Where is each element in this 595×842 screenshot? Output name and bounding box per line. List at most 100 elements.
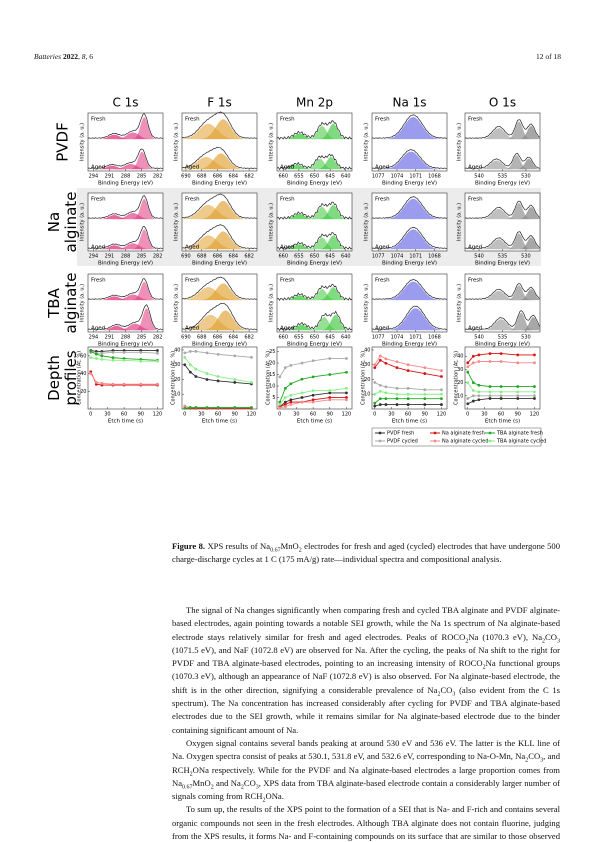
aged-label: Aged bbox=[375, 326, 389, 332]
y-axis-label: Intensity (a. u.) bbox=[364, 123, 370, 161]
spectrum-component bbox=[182, 200, 257, 220]
data-point bbox=[289, 363, 293, 367]
data-point bbox=[94, 352, 98, 356]
x-tick-label: 60 bbox=[310, 412, 316, 418]
data-point bbox=[111, 358, 115, 362]
x-tick-label: 0 bbox=[278, 412, 281, 418]
spectrum-component bbox=[277, 125, 352, 140]
x-axis-label: Etch time (s) bbox=[485, 419, 520, 425]
spectrum-component bbox=[372, 198, 447, 220]
x-axis-label: Binding Energy (eV) bbox=[98, 181, 153, 187]
x-tick-label: 535 bbox=[498, 174, 508, 180]
spectrum-envelope bbox=[464, 200, 541, 219]
aged-label: Aged bbox=[375, 245, 389, 251]
spectrum-component bbox=[465, 290, 540, 301]
data-point bbox=[477, 353, 481, 357]
fresh-label: Fresh bbox=[468, 197, 483, 203]
x-tick-label: 120 bbox=[153, 412, 163, 418]
spectrum-envelope bbox=[371, 196, 448, 219]
spectrum-component bbox=[182, 119, 257, 140]
x-tick-label: 60 bbox=[121, 412, 127, 418]
data-point bbox=[205, 406, 209, 409]
y-axis-label: Intensity (a. u.) bbox=[80, 203, 86, 241]
data-point bbox=[250, 381, 253, 384]
spectrum-component bbox=[88, 243, 163, 250]
x-tick-label: 684 bbox=[229, 335, 239, 341]
y-tick-label: 40 bbox=[457, 354, 463, 360]
spectrum-component bbox=[277, 237, 352, 250]
spectrum-envelope bbox=[181, 111, 258, 139]
spectrum-envelope bbox=[87, 148, 164, 169]
data-point bbox=[440, 375, 443, 378]
text-run: electrodes for fresh and aged (cycled) e… bbox=[172, 541, 560, 564]
x-tick-label: 291 bbox=[105, 254, 115, 260]
spectrum-component bbox=[465, 206, 540, 220]
x-axis-label: Binding Energy (eV) bbox=[287, 181, 342, 187]
data-point bbox=[488, 390, 492, 394]
subscript: 2 bbox=[525, 757, 529, 764]
x-tick-label: 30 bbox=[198, 412, 204, 418]
data-point bbox=[205, 378, 209, 381]
data-point bbox=[188, 350, 192, 353]
spectrum-envelope bbox=[464, 119, 541, 139]
data-point bbox=[311, 398, 315, 402]
spectrum-envelope bbox=[276, 153, 353, 171]
x-tick-label: 291 bbox=[105, 174, 115, 180]
data-point bbox=[283, 366, 287, 370]
x-tick-label: 535 bbox=[498, 254, 508, 260]
spectrum-component bbox=[277, 204, 352, 220]
x-tick-label: 645 bbox=[325, 335, 335, 341]
fresh-label: Fresh bbox=[468, 117, 483, 123]
data-point bbox=[216, 379, 220, 383]
data-point bbox=[406, 369, 410, 373]
legend-marker bbox=[433, 439, 437, 443]
data-point bbox=[516, 353, 520, 357]
x-tick-label: 90 bbox=[232, 412, 238, 418]
data-point bbox=[477, 398, 481, 402]
spectrum-component bbox=[88, 151, 163, 170]
legend-label: TBA alginate fresh bbox=[496, 431, 543, 437]
y-tick-label: 40 bbox=[174, 347, 180, 353]
y-axis-label: Intensity (a. u.) bbox=[457, 123, 463, 161]
panel-frame bbox=[87, 192, 164, 252]
page-number: 12 of 18 bbox=[536, 52, 561, 61]
data-point bbox=[440, 397, 443, 401]
fresh-label: Fresh bbox=[91, 117, 106, 123]
data-point bbox=[89, 356, 93, 360]
x-axis-label: Binding Energy (eV) bbox=[287, 342, 342, 348]
text-run: MnO bbox=[192, 777, 211, 788]
y-axis-label: Intensity (a. u.) bbox=[364, 284, 370, 322]
legend-label: Na alginate cycled bbox=[442, 439, 488, 445]
x-tick-label: 1077 bbox=[372, 174, 385, 180]
y-axis-label: Concentration (At. %) bbox=[171, 351, 177, 405]
data-point bbox=[233, 406, 237, 409]
caption-label: Figure 8. bbox=[172, 541, 206, 551]
x-axis-label: Binding Energy (eV) bbox=[98, 261, 153, 267]
data-point bbox=[488, 352, 492, 355]
y-tick-label: 25 bbox=[269, 349, 275, 355]
spectrum-component bbox=[277, 235, 352, 250]
spectrum-component bbox=[88, 245, 163, 250]
spectrum-component bbox=[277, 324, 352, 331]
spectrum-component bbox=[372, 229, 447, 250]
data-point bbox=[533, 361, 536, 365]
aged-label: Aged bbox=[280, 165, 294, 171]
legend-marker bbox=[488, 439, 492, 443]
y-axis-label: Intensity (a. u.) bbox=[269, 123, 275, 161]
fresh-label: Fresh bbox=[280, 197, 295, 203]
column-title: Mn 2p bbox=[296, 96, 333, 110]
x-axis-label: Etch time (s) bbox=[297, 419, 332, 425]
chart-frame bbox=[87, 346, 164, 410]
aged-label: Aged bbox=[185, 326, 199, 332]
data-point bbox=[423, 403, 427, 406]
spectrum-component bbox=[88, 215, 163, 220]
spectrum-envelope bbox=[181, 193, 258, 219]
x-tick-label: 120 bbox=[437, 412, 447, 418]
x-tick-label: 640 bbox=[341, 335, 351, 341]
data-point bbox=[194, 350, 198, 353]
subscript: 2 bbox=[482, 664, 486, 671]
data-point bbox=[477, 390, 481, 394]
column-title: Na 1s bbox=[392, 96, 426, 110]
spectrum-envelope bbox=[87, 278, 164, 300]
x-tick-label: 30 bbox=[104, 412, 110, 418]
